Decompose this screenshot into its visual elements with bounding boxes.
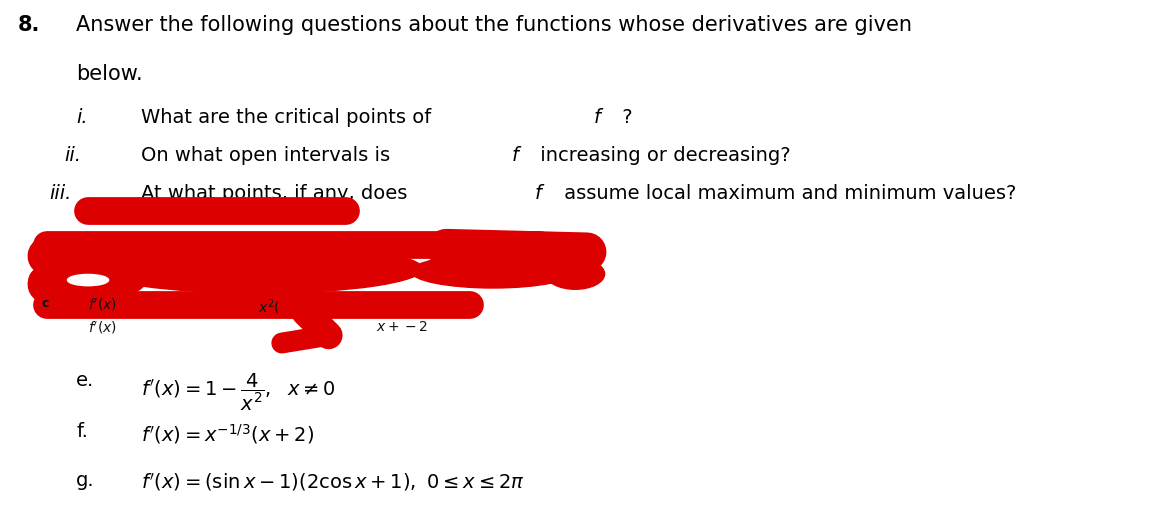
Ellipse shape	[411, 255, 575, 288]
Text: ii.: ii.	[65, 146, 81, 165]
Ellipse shape	[94, 245, 423, 293]
Text: $x^2($: $x^2($	[258, 297, 281, 316]
Text: $f'(x)$: $f'(x)$	[88, 201, 117, 217]
Text: f.: f.	[76, 422, 88, 441]
Text: below.: below.	[76, 64, 143, 84]
Text: At what points, if any, does: At what points, if any, does	[141, 184, 413, 203]
Text: iii.: iii.	[49, 184, 72, 203]
Text: increasing or decreasing?: increasing or decreasing?	[534, 146, 791, 165]
Text: $f'(x) = x^{-1/3}(x + 2)$: $f'(x) = x^{-1/3}(x + 2)$	[141, 422, 313, 446]
Text: $f$: $f$	[593, 108, 605, 126]
Text: i.: i.	[76, 108, 88, 126]
Text: $f'(x)$: $f'(x)$	[88, 297, 117, 313]
Text: e.: e.	[76, 371, 95, 390]
Text: $f'(x) = 1 - \dfrac{4}{x^2},\ \ x \neq 0$: $f'(x) = 1 - \dfrac{4}{x^2},\ \ x \neq 0…	[141, 371, 336, 413]
Text: assume local maximum and minimum values?: assume local maximum and minimum values?	[558, 184, 1016, 203]
Text: $x(x-1)$: $x(x-1)$	[205, 201, 259, 217]
Text: Answer the following questions about the functions whose derivatives are given: Answer the following questions about the…	[76, 15, 912, 35]
Text: ?: ?	[616, 108, 633, 126]
Text: g.: g.	[76, 471, 95, 490]
Text: $x^2($: $x^2($	[282, 234, 304, 253]
Text: $\mathbf{d}$: $\mathbf{d}$	[41, 234, 50, 248]
Text: $2)$: $2)$	[517, 234, 532, 250]
Text: $f$: $f$	[511, 146, 522, 165]
Text: On what open intervals is: On what open intervals is	[141, 146, 397, 165]
Text: 8.: 8.	[18, 15, 40, 35]
Ellipse shape	[546, 259, 605, 289]
Ellipse shape	[67, 274, 108, 286]
Text: $\mathbf{c}$: $\mathbf{c}$	[41, 297, 49, 310]
Text: $f$: $f$	[534, 184, 546, 203]
Text: $f'(x)$: $f'(x)$	[88, 320, 117, 336]
Text: $f'(x) = (\sin x - 1)(2\cos x + 1),\ 0 \leq x \leq 2\pi$: $f'(x) = (\sin x - 1)(2\cos x + 1),\ 0 \…	[141, 471, 525, 493]
Text: $x + -2$: $x + -2$	[376, 320, 427, 334]
Text: What are the critical points of: What are the critical points of	[141, 108, 438, 126]
Text: $(x+$: $(x+$	[217, 234, 245, 250]
Text: $f'(x)$: $f'(x)$	[88, 234, 117, 250]
Ellipse shape	[29, 257, 147, 301]
